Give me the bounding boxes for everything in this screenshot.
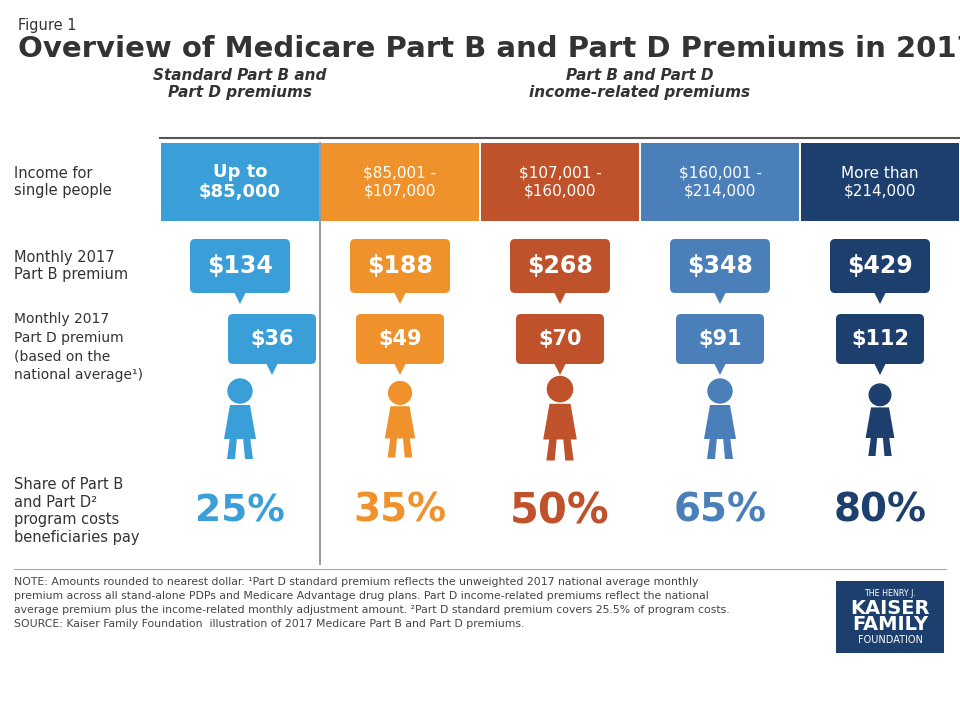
Polygon shape bbox=[871, 357, 889, 375]
Text: $107,001 -
$160,000: $107,001 - $160,000 bbox=[518, 166, 601, 198]
Polygon shape bbox=[224, 405, 256, 439]
FancyBboxPatch shape bbox=[161, 143, 319, 221]
FancyBboxPatch shape bbox=[481, 143, 639, 221]
Text: $85,001 -
$107,000: $85,001 - $107,000 bbox=[364, 166, 437, 198]
Text: FAMILY: FAMILY bbox=[852, 616, 928, 634]
Text: Monthly 2017
Part B premium: Monthly 2017 Part B premium bbox=[14, 250, 128, 282]
Text: $188: $188 bbox=[367, 254, 433, 278]
Text: FOUNDATION: FOUNDATION bbox=[857, 635, 923, 645]
FancyBboxPatch shape bbox=[356, 314, 444, 364]
Text: Standard Part B and
Part D premiums: Standard Part B and Part D premiums bbox=[154, 68, 326, 100]
Polygon shape bbox=[564, 437, 574, 461]
Text: 25%: 25% bbox=[195, 493, 285, 529]
FancyBboxPatch shape bbox=[228, 314, 316, 364]
Polygon shape bbox=[243, 437, 253, 459]
Text: Figure 1: Figure 1 bbox=[18, 18, 77, 33]
FancyBboxPatch shape bbox=[641, 143, 799, 221]
Polygon shape bbox=[551, 357, 569, 375]
FancyBboxPatch shape bbox=[670, 239, 770, 293]
Text: $429: $429 bbox=[847, 254, 913, 278]
Polygon shape bbox=[263, 357, 281, 375]
Polygon shape bbox=[866, 408, 895, 438]
Circle shape bbox=[547, 377, 572, 402]
Text: $91: $91 bbox=[698, 329, 742, 349]
Circle shape bbox=[228, 379, 252, 403]
FancyBboxPatch shape bbox=[321, 143, 479, 221]
FancyBboxPatch shape bbox=[836, 581, 944, 653]
Polygon shape bbox=[403, 436, 413, 457]
Text: $49: $49 bbox=[378, 329, 421, 349]
FancyBboxPatch shape bbox=[516, 314, 604, 364]
Text: Income for
single people: Income for single people bbox=[14, 166, 111, 198]
Polygon shape bbox=[551, 286, 569, 304]
Polygon shape bbox=[723, 437, 733, 459]
Text: Overview of Medicare Part B and Part D Premiums in 2017: Overview of Medicare Part B and Part D P… bbox=[18, 35, 960, 63]
Text: Part B and Part D
income-related premiums: Part B and Part D income-related premium… bbox=[529, 68, 751, 100]
Polygon shape bbox=[546, 437, 557, 461]
Polygon shape bbox=[227, 437, 237, 459]
Text: $36: $36 bbox=[251, 329, 294, 349]
Polygon shape bbox=[391, 286, 409, 304]
Text: 80%: 80% bbox=[833, 492, 926, 530]
FancyBboxPatch shape bbox=[350, 239, 450, 293]
Polygon shape bbox=[711, 286, 729, 304]
Circle shape bbox=[708, 379, 732, 403]
Polygon shape bbox=[391, 357, 409, 375]
Text: $348: $348 bbox=[687, 254, 753, 278]
Polygon shape bbox=[704, 405, 736, 439]
Text: $112: $112 bbox=[851, 329, 909, 349]
Text: KAISER: KAISER bbox=[851, 598, 929, 618]
Text: 35%: 35% bbox=[353, 492, 446, 530]
FancyBboxPatch shape bbox=[676, 314, 764, 364]
Text: $268: $268 bbox=[527, 254, 593, 278]
Polygon shape bbox=[711, 357, 729, 375]
Circle shape bbox=[869, 384, 891, 405]
Polygon shape bbox=[868, 436, 877, 456]
FancyBboxPatch shape bbox=[190, 239, 290, 293]
Text: 50%: 50% bbox=[510, 490, 610, 532]
Text: 65%: 65% bbox=[674, 492, 766, 530]
Text: $160,001 -
$214,000: $160,001 - $214,000 bbox=[679, 166, 761, 198]
Text: THE HENRY J.: THE HENRY J. bbox=[864, 588, 916, 598]
Circle shape bbox=[389, 382, 412, 405]
Text: $70: $70 bbox=[539, 329, 582, 349]
Polygon shape bbox=[543, 404, 577, 439]
Polygon shape bbox=[707, 437, 717, 459]
Text: NOTE: Amounts rounded to nearest dollar. ¹Part D standard premium reflects the u: NOTE: Amounts rounded to nearest dollar.… bbox=[14, 577, 730, 629]
FancyBboxPatch shape bbox=[510, 239, 610, 293]
Text: $134: $134 bbox=[207, 254, 273, 278]
Text: More than
$214,000: More than $214,000 bbox=[841, 166, 919, 198]
Polygon shape bbox=[871, 286, 889, 304]
Polygon shape bbox=[388, 436, 397, 457]
Text: Up to
$85,000: Up to $85,000 bbox=[199, 163, 281, 202]
FancyBboxPatch shape bbox=[830, 239, 930, 293]
Polygon shape bbox=[385, 406, 415, 438]
FancyBboxPatch shape bbox=[801, 143, 959, 221]
FancyBboxPatch shape bbox=[836, 314, 924, 364]
Polygon shape bbox=[231, 286, 249, 304]
Text: Share of Part B
and Part D²
program costs
beneficiaries pay: Share of Part B and Part D² program cost… bbox=[14, 477, 139, 544]
Text: Monthly 2017
Part D premium
(based on the
national average¹): Monthly 2017 Part D premium (based on th… bbox=[14, 312, 143, 382]
Polygon shape bbox=[882, 436, 892, 456]
